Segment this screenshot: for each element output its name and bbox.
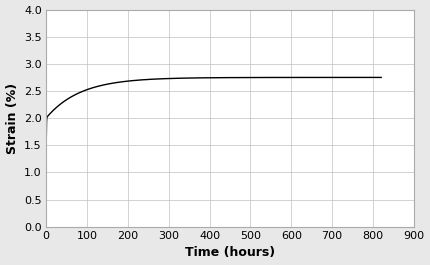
Y-axis label: Strain (%): Strain (%) bbox=[6, 83, 18, 154]
X-axis label: Time (hours): Time (hours) bbox=[185, 246, 275, 259]
